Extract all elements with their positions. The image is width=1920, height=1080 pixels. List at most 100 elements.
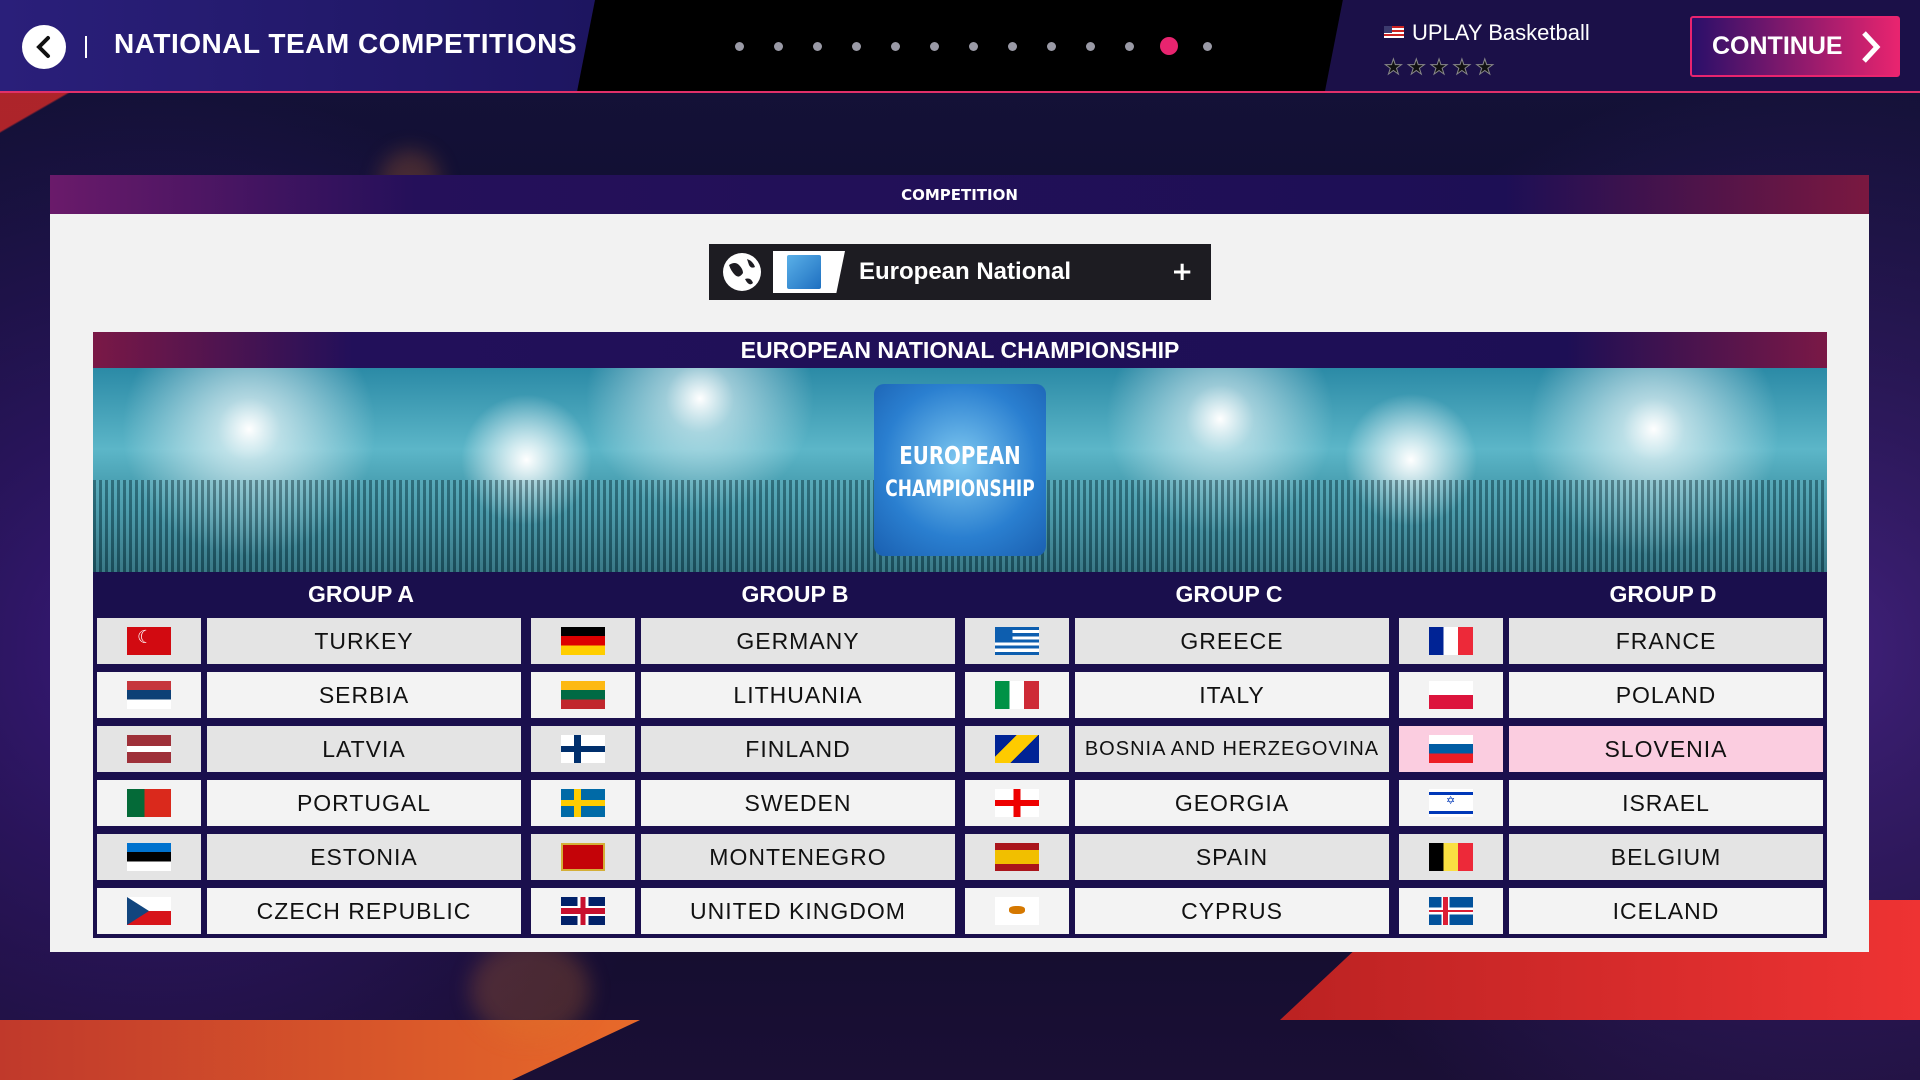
poland-flag-icon (1429, 681, 1473, 709)
team-name[interactable]: LATVIA (207, 726, 521, 772)
czech-flag-icon (127, 897, 171, 925)
team-name[interactable]: UNITED KINGDOM (641, 888, 955, 934)
group-d: GROUP D FRANCE POLAND SLOVENIA ISRAEL BELGIUM… (1399, 572, 1823, 934)
team-name[interactable]: GREECE (1075, 618, 1389, 664)
team-name[interactable]: ISRAEL (1509, 780, 1823, 826)
team-name[interactable]: BELGIUM (1509, 834, 1823, 880)
divider (85, 36, 87, 58)
slovenia-flag-icon (1429, 735, 1473, 763)
team-name[interactable]: SWEDEN (641, 780, 955, 826)
team-name[interactable]: POLAND (1509, 672, 1823, 718)
group-b: GROUP B GERMANY LITHUANIA FINLAND SWEDEN MONT… (531, 572, 955, 934)
team-name[interactable]: CYPRUS (1075, 888, 1389, 934)
iceland-flag-icon (1429, 897, 1473, 925)
flag-cell[interactable] (97, 672, 201, 718)
flag-cell[interactable] (97, 618, 201, 664)
flag-cell[interactable] (531, 780, 635, 826)
team-name[interactable]: CZECH REPUBLIC (207, 888, 521, 934)
step-indicator (720, 36, 1227, 56)
team-name[interactable]: SLOVENIA (1509, 726, 1823, 772)
flag-cell[interactable] (965, 780, 1069, 826)
globe-icon (723, 253, 761, 291)
step-dot[interactable] (1188, 36, 1227, 56)
portugal-flag-icon (127, 789, 171, 817)
step-dot[interactable] (993, 36, 1032, 56)
competition-logo (773, 251, 845, 293)
step-dot[interactable] (1110, 36, 1149, 56)
competition-name: European National (859, 258, 1072, 285)
team-name[interactable]: FRANCE (1509, 618, 1823, 664)
team-name[interactable]: SPAIN (1075, 834, 1389, 880)
competition-panel: COMPETITION European National + EUROPEAN… (50, 175, 1869, 952)
step-dot[interactable] (759, 36, 798, 56)
flag-cell[interactable] (1399, 780, 1503, 826)
flag-cell[interactable] (97, 780, 201, 826)
flag-cell[interactable] (965, 834, 1069, 880)
team-name[interactable]: GERMANY (641, 618, 955, 664)
team-name[interactable]: SERBIA (207, 672, 521, 718)
flag-cell[interactable] (1399, 834, 1503, 880)
flag-cell[interactable] (965, 672, 1069, 718)
group-a: GROUP A TURKEY SERBIA LATVIA PORTUGAL ESTONIA… (97, 572, 521, 934)
uk-flag-icon (561, 897, 605, 925)
step-dot[interactable] (915, 36, 954, 56)
flag-cell[interactable] (531, 672, 635, 718)
team-name[interactable]: ITALY (1075, 672, 1389, 718)
step-dot[interactable] (720, 36, 759, 56)
group-header: GROUP B (741, 581, 849, 607)
continue-label: CONTINUE (1712, 32, 1843, 60)
step-dot[interactable] (798, 36, 837, 56)
group-header: GROUP C (1175, 581, 1283, 607)
flag-cell[interactable] (1399, 672, 1503, 718)
flag-cell[interactable] (1399, 618, 1503, 664)
flag-cell[interactable] (97, 726, 201, 772)
flag-cell[interactable] (531, 726, 635, 772)
team-name[interactable]: MONTENEGRO (641, 834, 955, 880)
step-dot[interactable] (1149, 36, 1188, 56)
flag-cell[interactable] (531, 888, 635, 934)
chevron-left-icon (36, 36, 50, 58)
flag-cell[interactable] (531, 834, 635, 880)
star-icon: ★ (1452, 55, 1472, 79)
step-dot[interactable] (954, 36, 993, 56)
step-dot[interactable] (837, 36, 876, 56)
step-dot[interactable] (1071, 36, 1110, 56)
flag-cell[interactable] (531, 618, 635, 664)
flag-cell[interactable] (965, 726, 1069, 772)
team-name[interactable]: ESTONIA (207, 834, 521, 880)
panel-title: COMPETITION (50, 175, 1869, 214)
flag-cell[interactable] (97, 888, 201, 934)
back-button[interactable] (22, 25, 66, 69)
step-dot[interactable] (876, 36, 915, 56)
team-name[interactable]: PORTUGAL (207, 780, 521, 826)
flag-cell[interactable] (965, 888, 1069, 934)
team-name[interactable]: GEORGIA (1075, 780, 1389, 826)
flag-cell[interactable] (965, 618, 1069, 664)
us-flag-icon (1384, 26, 1404, 38)
estonia-flag-icon (127, 843, 171, 871)
championship-logo-text: EUROPEAN CHAMPIONSHIP (885, 441, 1034, 502)
page-title: NATIONAL TEAM COMPETITIONS (114, 28, 578, 59)
groups-table: GROUP A TURKEY SERBIA LATVIA PORTUGAL ESTONIA… (93, 572, 1827, 938)
star-icon: ★ (1429, 55, 1449, 79)
team-name[interactable]: FINLAND (641, 726, 955, 772)
flag-cell[interactable] (1399, 726, 1503, 772)
flag-cell[interactable] (97, 834, 201, 880)
championship-title: EUROPEAN NATIONAL CHAMPIONSHIP (93, 332, 1827, 368)
step-dot[interactable] (1032, 36, 1071, 56)
star-icon: ★ (1384, 55, 1404, 79)
team-name[interactable]: TURKEY (207, 618, 521, 664)
flag-cell[interactable] (1399, 888, 1503, 934)
greece-flag-icon (995, 627, 1039, 655)
competition-selector[interactable]: European National + (709, 244, 1211, 300)
svg-text:EUROPEAN: EUROPEAN (899, 441, 1020, 471)
star-icon: ★ (1406, 55, 1426, 79)
continue-button[interactable]: CONTINUE (1690, 16, 1900, 77)
plus-icon[interactable]: + (1171, 257, 1193, 287)
team-name[interactable]: BOSNIA AND HERZEGOVINA (1075, 726, 1389, 772)
team-name[interactable]: LITHUANIA (641, 672, 955, 718)
montenegro-flag-icon (561, 843, 605, 871)
bosnia-flag-icon (995, 735, 1039, 763)
italy-flag-icon (995, 681, 1039, 709)
team-name[interactable]: ICELAND (1509, 888, 1823, 934)
